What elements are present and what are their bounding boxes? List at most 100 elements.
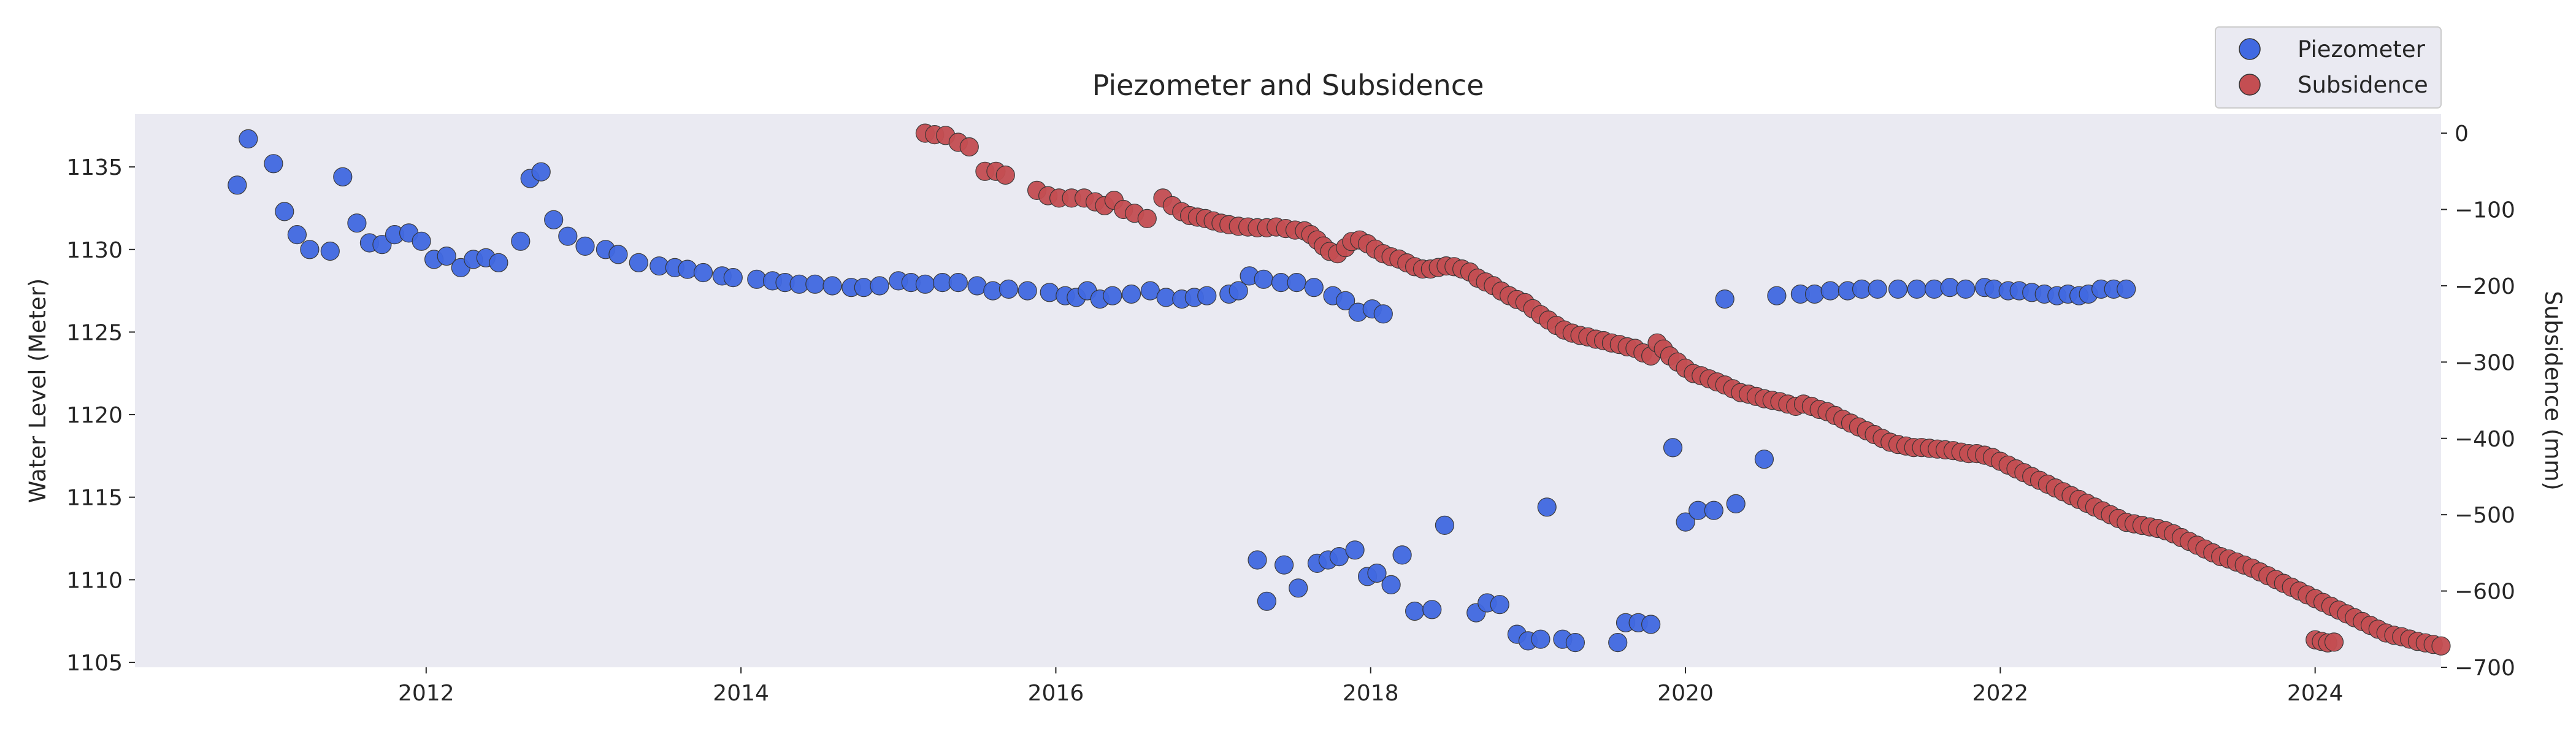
piezometer-point bbox=[412, 231, 431, 251]
piezometer-point bbox=[1490, 595, 1509, 615]
x-tick-label: 2022 bbox=[1972, 681, 2029, 706]
piezometer-point bbox=[1956, 279, 1976, 299]
piezometer-point bbox=[1373, 304, 1393, 324]
y-tick-label: 1130 bbox=[66, 238, 123, 263]
piezometer-point bbox=[1888, 279, 1908, 299]
piezometer-point bbox=[264, 154, 283, 174]
piezometer-point bbox=[372, 235, 392, 255]
piezometer-point bbox=[1663, 438, 1683, 458]
piezometer-point bbox=[1229, 281, 1248, 301]
piezometer-point bbox=[287, 225, 307, 245]
x-tick-label: 2018 bbox=[1343, 681, 1399, 706]
piezometer-point bbox=[1726, 494, 1746, 514]
series-piezometer bbox=[228, 129, 2136, 653]
piezometer-point bbox=[1392, 545, 1412, 565]
piezometer-point bbox=[915, 274, 935, 294]
piezometer-point bbox=[489, 253, 508, 272]
piezometer-point bbox=[1676, 512, 1695, 532]
subsidence-point bbox=[2324, 632, 2344, 652]
y-axis-left-title: Water Level (Meter) bbox=[25, 278, 51, 504]
piezometer-point bbox=[1367, 563, 1387, 583]
y-axis-left-ticks: 1105 1110 1115 1120 1125 1130 1135 bbox=[66, 155, 135, 676]
x-tick-label: 2020 bbox=[1657, 681, 1714, 706]
y2-tick-label: 0 bbox=[2455, 121, 2469, 147]
piezometer-point bbox=[1405, 601, 1425, 621]
legend-label-subsidence: Subsidence bbox=[2298, 72, 2428, 98]
piezometer-point bbox=[1804, 284, 1825, 304]
piezometer-point bbox=[1289, 578, 1308, 598]
piezometer-point bbox=[1018, 281, 1037, 301]
piezometer-point bbox=[1537, 497, 1557, 517]
legend[interactable]: Piezometer Subsidence bbox=[2215, 26, 2442, 109]
piezometer-point bbox=[678, 259, 697, 279]
piezometer-point bbox=[1820, 281, 1840, 301]
piezometer-point bbox=[1381, 575, 1401, 595]
x-tick-label: 2012 bbox=[398, 681, 454, 706]
piezometer-point bbox=[1275, 555, 1294, 575]
y2-tick-label: −600 bbox=[2455, 580, 2515, 605]
piezometer-point bbox=[1565, 632, 1585, 653]
subsidence-point bbox=[1137, 209, 1157, 228]
piezometer-point bbox=[870, 276, 889, 296]
piezometer-point bbox=[1754, 450, 1774, 469]
y2-tick-label: −500 bbox=[2455, 503, 2515, 528]
piezometer-point bbox=[608, 245, 628, 264]
piezometer-point bbox=[805, 274, 825, 294]
piezometer-point bbox=[2117, 279, 2136, 299]
piezometer-point bbox=[333, 167, 353, 186]
x-tick-label: 2024 bbox=[2287, 681, 2344, 706]
piezometer-point bbox=[239, 129, 258, 148]
piezometer-point bbox=[275, 202, 294, 221]
subsidence-point bbox=[959, 137, 979, 157]
piezometer-point bbox=[822, 276, 842, 296]
series-layer bbox=[228, 123, 2451, 656]
piezometer-point bbox=[1254, 269, 1273, 289]
y2-tick-label: −300 bbox=[2455, 350, 2515, 375]
y-tick-label: 1110 bbox=[66, 568, 123, 593]
piezometer-point bbox=[575, 236, 595, 256]
y2-tick-label: −400 bbox=[2455, 427, 2515, 452]
legend-label-piezometer: Piezometer bbox=[2298, 36, 2426, 63]
piezometer-point bbox=[693, 263, 713, 283]
piezometer-point bbox=[1304, 278, 1324, 297]
piezometer-point bbox=[1040, 283, 1059, 302]
piezometer-point bbox=[1345, 540, 1365, 560]
piezometer-point bbox=[1248, 550, 1267, 570]
legend-box bbox=[2215, 26, 2442, 109]
piezometer-point bbox=[1121, 284, 1141, 304]
piezometer-point bbox=[1531, 629, 1551, 649]
piezometer-point bbox=[228, 175, 247, 195]
piezometer-point bbox=[1422, 600, 1442, 619]
plot-area-background bbox=[135, 114, 2441, 667]
piezometer-point bbox=[1715, 289, 1735, 309]
y-tick-label: 1120 bbox=[66, 403, 123, 428]
y-tick-label: 1105 bbox=[66, 651, 123, 676]
piezometer-point bbox=[1608, 632, 1628, 653]
piezometer-point bbox=[320, 241, 340, 261]
piezometer-point bbox=[1287, 273, 1306, 293]
piezometer-point bbox=[1336, 291, 1355, 310]
piezometer-point bbox=[1907, 279, 1926, 299]
piezometer-point bbox=[544, 210, 564, 229]
legend-marker-subsidence bbox=[2239, 74, 2261, 96]
y2-tick-label: −700 bbox=[2455, 656, 2515, 681]
piezometer-point bbox=[723, 268, 743, 288]
legend-marker-piezometer bbox=[2239, 38, 2261, 60]
y-tick-label: 1135 bbox=[66, 155, 123, 180]
x-axis-ticks: 2012 2014 2016 2018 2020 2022 2024 bbox=[398, 667, 2343, 706]
piezometer-point bbox=[948, 273, 968, 293]
piezometer-point bbox=[1435, 515, 1454, 535]
piezometer-point bbox=[531, 162, 551, 182]
piezometer-point bbox=[511, 231, 531, 251]
piezometer-point bbox=[1257, 591, 1276, 611]
y-tick-label: 1115 bbox=[66, 486, 123, 511]
piezometer-point bbox=[1704, 500, 1723, 520]
y-axis-right-ticks: 0 −100 −200 −300 −400 −500 −600 −700 bbox=[2441, 121, 2515, 681]
y2-tick-label: −200 bbox=[2455, 274, 2515, 299]
piezometer-point bbox=[999, 279, 1019, 299]
piezometer-point bbox=[629, 253, 648, 272]
piezometer-point bbox=[558, 226, 578, 246]
y-axis-right-title: Subsidence (mm) bbox=[2540, 291, 2566, 491]
piezometer-point bbox=[437, 247, 456, 266]
